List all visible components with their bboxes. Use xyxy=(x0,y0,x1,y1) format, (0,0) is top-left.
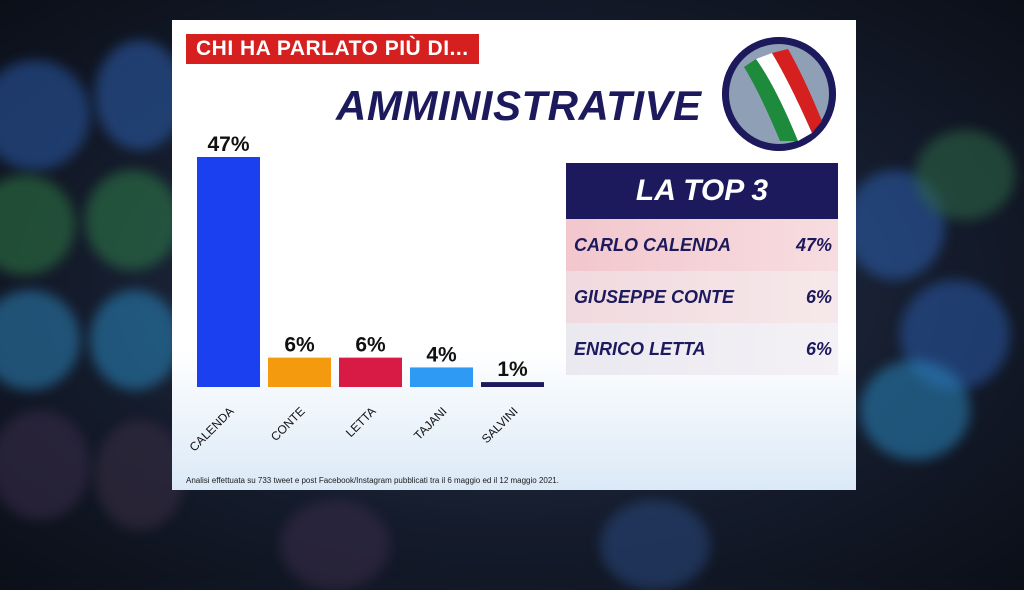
bar-value-label: 4% xyxy=(426,343,457,366)
category-label: CONTE xyxy=(268,404,308,444)
facebook-bg-icon xyxy=(95,40,185,150)
bar-tajani xyxy=(410,367,473,387)
category-label: SALVINI xyxy=(479,404,521,446)
whatsapp-bg-icon xyxy=(85,170,180,270)
bar-calenda xyxy=(197,157,260,387)
page-title: AMMINISTRATIVE xyxy=(336,82,702,129)
bar-letta xyxy=(339,357,402,387)
category-label: LETTA xyxy=(343,404,379,440)
facebook-bg-icon xyxy=(0,60,90,170)
instagram-bg-icon xyxy=(0,410,90,520)
top3-row: ENRICO LETTA 6% xyxy=(566,323,838,375)
bar-value-label: 6% xyxy=(284,334,315,357)
bar-value-label: 47% xyxy=(207,133,249,156)
twitter-bg-icon xyxy=(860,360,970,460)
bar-salvini xyxy=(481,382,544,387)
footnote: Analisi effettuata su 733 tweet e post F… xyxy=(186,476,559,485)
category-label: TAJANI xyxy=(411,404,450,443)
tricolor-sash-icon xyxy=(722,37,836,151)
top3-title: LA TOP 3 xyxy=(566,163,838,219)
top3-value: 6% xyxy=(805,338,832,359)
top3-row: GIUSEPPE CONTE 6% xyxy=(566,271,838,323)
whatsapp-bg-icon xyxy=(0,175,75,275)
instagram-bg-icon xyxy=(95,420,185,530)
infographic-card: CHI HA PARLATO PIÙ DI... AMMINISTRATIVE … xyxy=(172,20,856,490)
bar-value-label: 6% xyxy=(355,334,386,357)
top3-name: GIUSEPPE CONTE xyxy=(574,286,735,307)
top3-table: LA TOP 3 CARLO CALENDA 47% GIUSEPPE CONT… xyxy=(566,163,838,375)
top3-row: CARLO CALENDA 47% xyxy=(566,219,838,271)
category-label: CALENDA xyxy=(187,404,237,454)
facebook-bg-icon xyxy=(600,500,710,590)
twitter-bg-icon xyxy=(90,290,180,390)
top3-name: CARLO CALENDA xyxy=(574,234,731,255)
instagram-bg-icon xyxy=(280,500,390,590)
top3-value: 6% xyxy=(805,286,832,307)
top3-value: 47% xyxy=(795,234,832,255)
twitter-bg-icon xyxy=(0,290,80,390)
bar-chart: 47% CALENDA 6% CONTE 6% LETTA 4% TAJANI 1% SALVIN… xyxy=(187,133,544,454)
bar-value-label: 1% xyxy=(497,358,528,381)
whatsapp-bg-icon xyxy=(915,130,1015,220)
top3-name: ENRICO LETTA xyxy=(574,338,706,359)
bar-conte xyxy=(268,357,331,387)
headline-banner: CHI HA PARLATO PIÙ DI... xyxy=(186,34,479,64)
